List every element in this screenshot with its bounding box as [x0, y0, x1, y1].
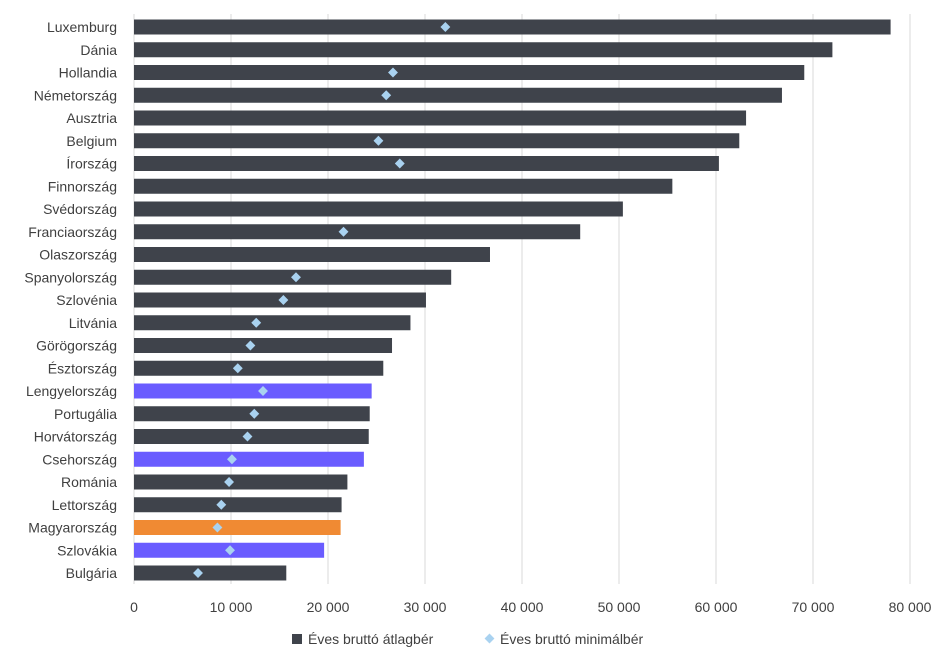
bars — [134, 19, 891, 581]
category-label: Svédország — [43, 201, 117, 217]
marker — [216, 499, 227, 510]
category-label: Belgium — [66, 133, 117, 149]
marker — [251, 317, 262, 328]
category-label: Finnország — [48, 178, 117, 194]
category-label: Németország — [34, 87, 117, 103]
category-label: Dánia — [80, 42, 117, 58]
legend-swatch-avg — [292, 634, 302, 644]
markers — [193, 22, 451, 578]
category-label: Bulgária — [66, 565, 118, 581]
category-label: Észtország — [48, 360, 117, 376]
bar — [134, 247, 490, 262]
bar — [134, 451, 364, 467]
category-label: Spanyolország — [24, 269, 117, 285]
bar — [134, 360, 384, 376]
bar — [134, 474, 348, 490]
x-axis-tick-labels: 0 10 000 20 000 30 000 40 000 50 000 60 000 70 … — [130, 599, 932, 615]
category-label: Luxemburg — [47, 19, 117, 35]
category-label: Írország — [66, 156, 117, 172]
category-label: Szlovénia — [56, 292, 117, 308]
category-label: Szlovákia — [57, 542, 117, 558]
legend-swatch-min — [484, 633, 495, 644]
marker — [227, 454, 237, 465]
bar — [134, 383, 372, 399]
bar — [134, 178, 673, 194]
bar — [134, 110, 747, 126]
category-label: Olaszország — [39, 247, 117, 263]
marker — [249, 408, 260, 419]
marker — [291, 272, 301, 283]
category-label: Románia — [61, 474, 117, 490]
marker — [242, 431, 253, 442]
marker — [394, 158, 405, 169]
x-tick-label: 0 — [130, 599, 138, 615]
bar — [134, 156, 719, 171]
x-tick-label: 20 000 — [307, 599, 350, 615]
marker — [232, 363, 243, 374]
category-label: Portugália — [54, 406, 117, 422]
category-labels: Luxemburg Dánia Hollandia Németország Ausztr… — [24, 19, 117, 581]
category-label: Litvánia — [69, 315, 117, 331]
category-label: Horvátország — [34, 429, 117, 445]
category-label: Lettország — [52, 497, 117, 513]
legend: Éves bruttó átlagbér Éves bruttó minimál… — [292, 631, 644, 647]
x-tick-label: 70 000 — [792, 599, 835, 615]
bar — [134, 42, 833, 58]
x-tick-label: 10 000 — [210, 599, 253, 615]
category-label: Görögország — [36, 338, 117, 354]
bar — [134, 201, 623, 217]
bar — [134, 338, 393, 353]
category-label: Csehország — [42, 451, 117, 467]
category-label: Ausztria — [66, 110, 117, 126]
category-label: Lengyelország — [26, 383, 117, 399]
marker — [278, 295, 289, 305]
bar — [134, 315, 411, 331]
bar — [134, 65, 805, 80]
marker — [225, 545, 235, 556]
marker — [258, 386, 268, 396]
category-label: Magyarország — [28, 520, 117, 536]
bar — [134, 133, 740, 149]
bar — [134, 224, 581, 240]
category-label: Franciaország — [28, 224, 117, 240]
bar — [134, 565, 287, 581]
category-label: Hollandia — [59, 65, 118, 81]
x-tick-label: 50 000 — [598, 599, 641, 615]
x-tick-label: 40 000 — [501, 599, 544, 615]
x-tick-label: 80 000 — [889, 599, 932, 615]
legend-label-avg: Éves bruttó átlagbér — [308, 631, 434, 647]
x-tick-label: 30 000 — [404, 599, 447, 615]
marker — [212, 522, 223, 533]
legend-label-min: Éves bruttó minimálbér — [500, 631, 644, 647]
marker — [245, 340, 256, 351]
marker — [373, 135, 384, 146]
marker — [338, 226, 349, 237]
bar — [134, 87, 782, 103]
marker — [193, 568, 203, 578]
bar — [134, 19, 891, 35]
marker — [224, 477, 235, 487]
bar — [134, 497, 342, 513]
x-tick-label: 60 000 — [695, 599, 738, 615]
bar — [134, 520, 341, 535]
